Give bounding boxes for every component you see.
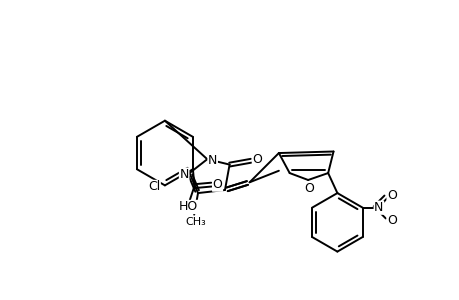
Text: O: O xyxy=(252,154,262,166)
Text: N: N xyxy=(179,168,189,181)
Text: N: N xyxy=(374,201,383,214)
Text: O: O xyxy=(386,214,396,226)
Text: HO: HO xyxy=(178,200,197,213)
Text: N: N xyxy=(207,154,217,167)
Text: O: O xyxy=(386,189,396,202)
Text: Cl: Cl xyxy=(148,180,160,194)
Text: CH₃: CH₃ xyxy=(185,217,206,226)
Text: O: O xyxy=(304,182,314,195)
Text: O: O xyxy=(212,178,222,191)
